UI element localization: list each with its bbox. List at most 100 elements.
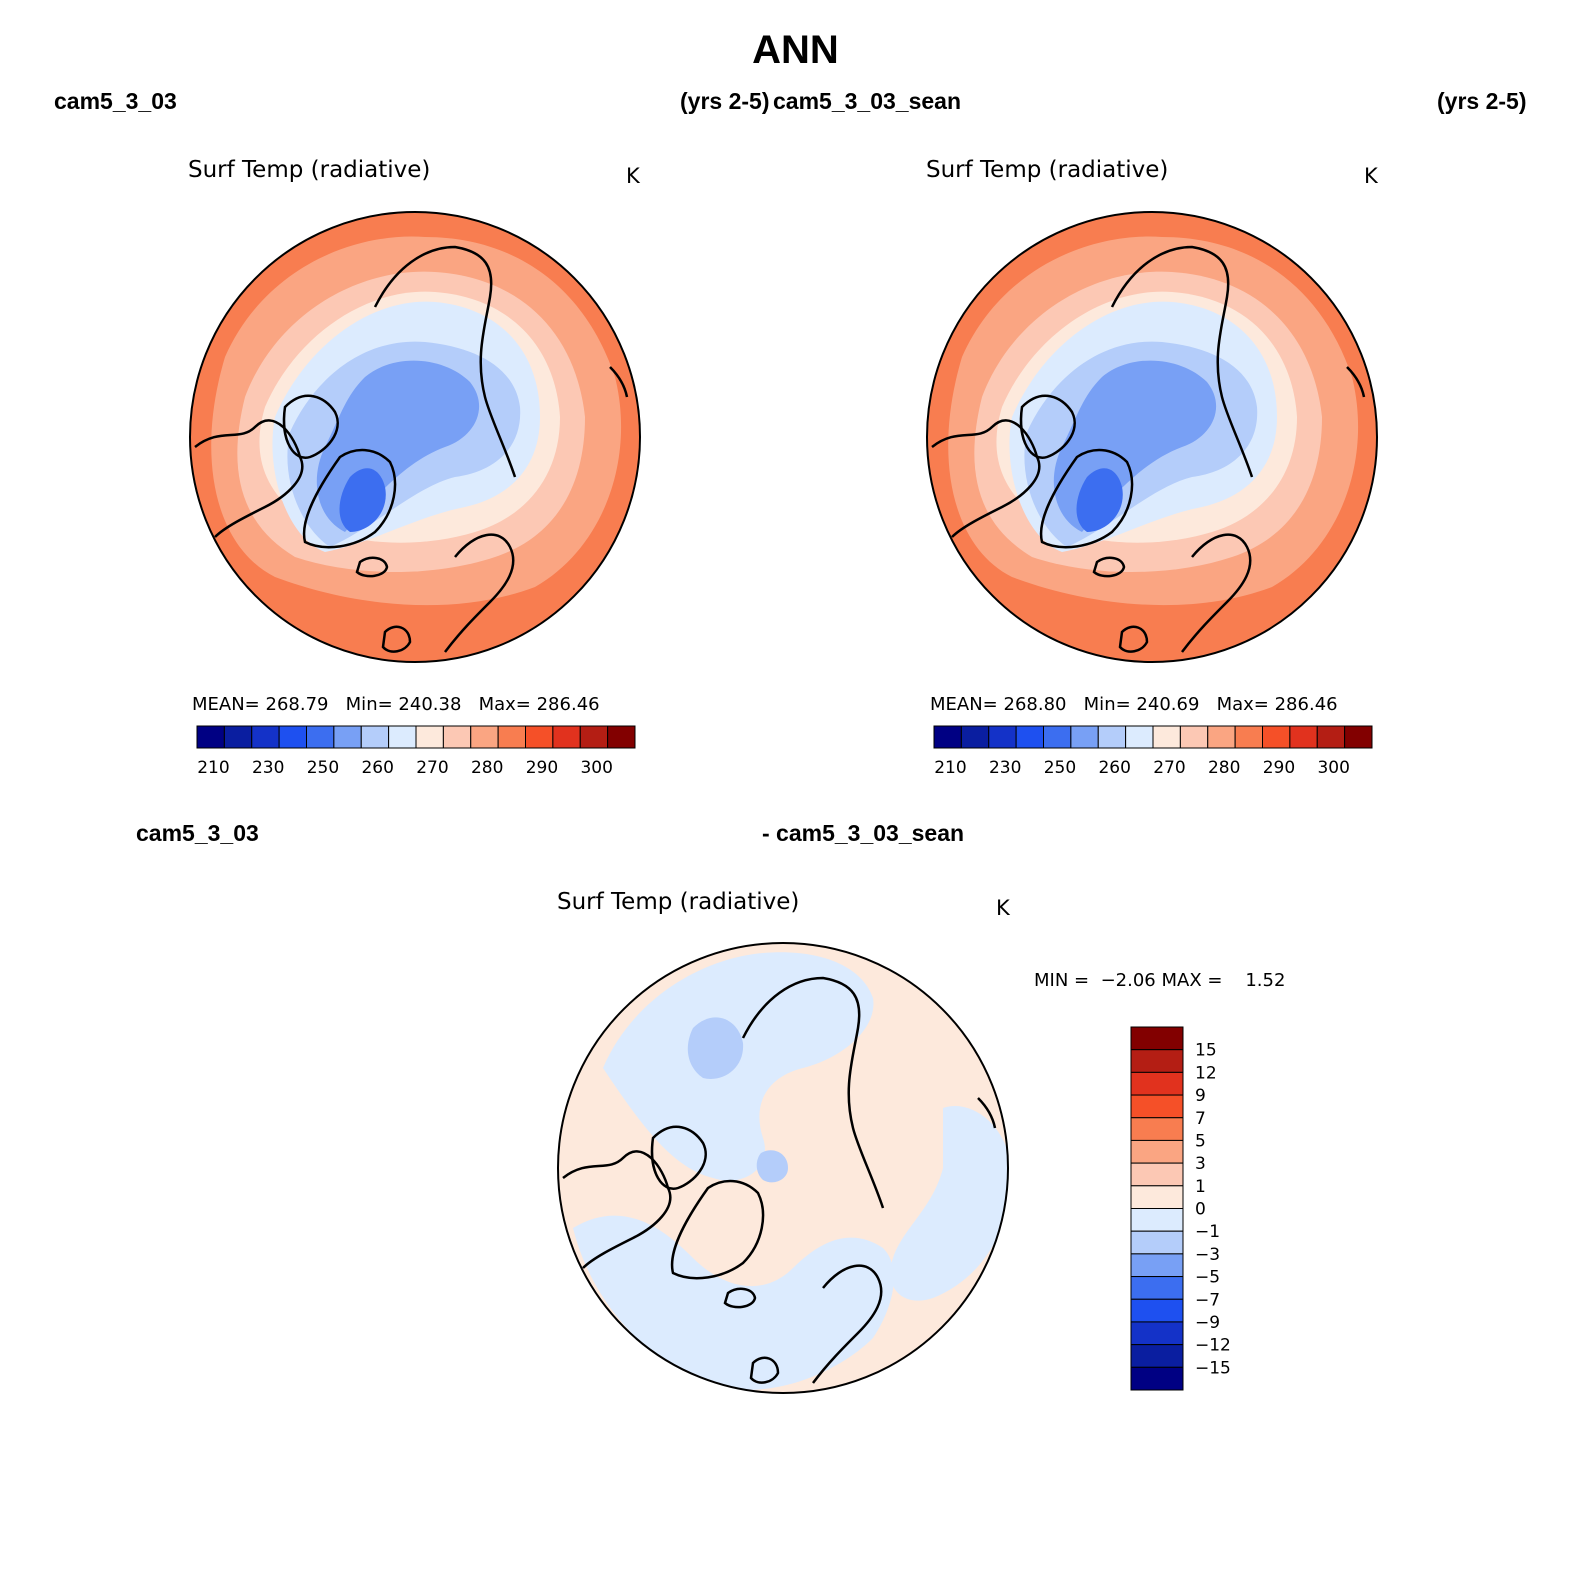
panel1-colorbar-swatch-13 bbox=[552, 725, 581, 749]
panel2-coast-siberia bbox=[1110, 245, 1254, 478]
panel2-colorbar-swatch-12 bbox=[1262, 725, 1291, 749]
panel3-coast-uk bbox=[749, 1356, 780, 1384]
panel1-colorbar-swatch-1 bbox=[223, 725, 253, 749]
page-title: ANN bbox=[752, 28, 839, 72]
top-right-case-label: cam5_3_03_sean bbox=[773, 88, 961, 114]
bottom-right-case-label: - cam5_3_03_sean bbox=[762, 820, 965, 846]
panel2-mean-value: 268.80 bbox=[1003, 694, 1067, 715]
panel2-colorbar-tick-label: 290 bbox=[1263, 758, 1295, 778]
panel3-min-value: −2.06 bbox=[1100, 970, 1156, 991]
panel1-max-label: Max= bbox=[478, 694, 531, 715]
panel3-band-neg1-north bbox=[603, 952, 874, 1181]
panel3-stats: MIN = −2.06 MAX = 1.52 bbox=[1034, 970, 1285, 991]
panel1-coast-siberia bbox=[373, 245, 517, 478]
panel1-units: K bbox=[626, 164, 640, 188]
panel3-colorbar-tick-label: 15 bbox=[1195, 1041, 1217, 1061]
panel3-colorbar-tick-label: 0 bbox=[1195, 1200, 1206, 1220]
panel2-colorbar-tick-label: 210 bbox=[934, 758, 966, 778]
panel3-colorbar-tick-label: 5 bbox=[1195, 1131, 1206, 1151]
panel1-colorbar-swatch-3 bbox=[278, 725, 307, 749]
panel3-colorbar-swatch-14 bbox=[1130, 1344, 1184, 1368]
panel1-colorbar-swatch-15 bbox=[607, 725, 636, 749]
panel3-colorbar-tick-label: −9 bbox=[1195, 1313, 1220, 1333]
panel2-colorbar-tick-label: 230 bbox=[989, 758, 1021, 778]
panel2-units: K bbox=[1364, 164, 1378, 188]
panel1-colorbar-swatch-6 bbox=[360, 725, 390, 749]
panel2-coast-kamchatka bbox=[1346, 366, 1366, 398]
panel3-coast-archipelago bbox=[650, 1125, 707, 1190]
panel1-colorbar-tick-label: 290 bbox=[526, 758, 558, 778]
panel2-colorbar-swatch-7 bbox=[1125, 725, 1154, 749]
panel3-colorbar-tick-label: −12 bbox=[1195, 1336, 1231, 1356]
panel2-colorbar-swatch-15 bbox=[1344, 725, 1373, 749]
panel1-map bbox=[190, 212, 640, 662]
panel3-colorbar-tick-label: 3 bbox=[1195, 1154, 1206, 1174]
panel1-coast-archipelago bbox=[282, 394, 339, 459]
panel1-colorbar-swatch-11 bbox=[497, 725, 526, 749]
panel3-colorbar-tick-label: −5 bbox=[1195, 1268, 1220, 1288]
panel2-min-label: Min= bbox=[1083, 694, 1131, 715]
top-left-case-label: cam5_3_03 bbox=[54, 88, 177, 114]
panel1-colorbar-tick-label: 280 bbox=[471, 758, 503, 778]
panel3-coast-scandinavia bbox=[812, 1264, 883, 1384]
panel1-title: Surf Temp (radiative) bbox=[188, 157, 431, 183]
panel2-stats: MEAN= 268.80 Min= 240.69 Max= 286.46 bbox=[930, 694, 1338, 715]
panel1-colorbar-tick-label: 270 bbox=[416, 758, 448, 778]
panel3-colorbar-swatch-0 bbox=[1130, 1026, 1184, 1051]
panel3-contours bbox=[558, 943, 1008, 1393]
panel1-colorbar-swatch-14 bbox=[579, 725, 609, 749]
panel2-colorbar-swatch-13 bbox=[1289, 725, 1318, 749]
panel2-colorbar-swatch-5 bbox=[1070, 725, 1099, 749]
panel3-title: Surf Temp (radiative) bbox=[557, 889, 800, 915]
panel2-max-value: 286.46 bbox=[1274, 694, 1338, 715]
bottom-left-case-label: cam5_3_03 bbox=[136, 820, 259, 846]
panel1-colorbar-swatch-2 bbox=[251, 725, 280, 749]
panel2-colorbar-swatch-4 bbox=[1043, 725, 1072, 749]
panel1-colorbar: 210 230 250 260 270 280 290 300 bbox=[196, 725, 636, 778]
panel3-min-label: MIN = bbox=[1034, 970, 1090, 991]
panel1-colorbar-tick-label: 250 bbox=[307, 758, 339, 778]
panel2-map-border bbox=[926, 211, 1378, 663]
panel2-coast-greenland bbox=[1039, 448, 1134, 549]
panel2-coastlines bbox=[931, 245, 1366, 653]
panel1-colorbar-tick-label: 300 bbox=[580, 758, 612, 778]
panel1-coast-uk bbox=[381, 625, 412, 653]
panel3-colorbar-swatch-8 bbox=[1130, 1208, 1184, 1232]
panel1-mean-label: MEAN= bbox=[192, 694, 260, 715]
panel2-colorbar-tick-label: 260 bbox=[1098, 758, 1130, 778]
panel1-colorbar-tick-label: 210 bbox=[197, 758, 229, 778]
panel1-max-value: 286.46 bbox=[536, 694, 600, 715]
panel2-colorbar-tick-label: 270 bbox=[1153, 758, 1185, 778]
panel1-coast-greenland bbox=[302, 448, 397, 549]
panel2-colorbar-swatch-11 bbox=[1234, 725, 1263, 749]
panel3-colorbar-swatch-10 bbox=[1130, 1253, 1184, 1278]
panel2-coast-archipelago bbox=[1019, 394, 1076, 459]
panel3-colorbar-tick-label: 9 bbox=[1195, 1086, 1206, 1106]
panel3-colorbar-tick-label: 12 bbox=[1195, 1063, 1217, 1083]
panel2-title: Surf Temp (radiative) bbox=[926, 157, 1169, 183]
panel3-colorbar-swatch-1 bbox=[1130, 1049, 1184, 1073]
panel1-colorbar-swatch-7 bbox=[388, 725, 417, 749]
panel1-coast-kamchatka bbox=[609, 366, 629, 398]
panel3-colorbar-swatch-7 bbox=[1130, 1185, 1184, 1209]
panel3-colorbar-swatch-4 bbox=[1130, 1117, 1184, 1141]
panel1-coast-scandinavia bbox=[444, 533, 515, 653]
panel1-coast-iceland bbox=[355, 556, 389, 578]
panel3-coastlines bbox=[562, 976, 997, 1384]
panel2-colorbar-swatch-10 bbox=[1207, 725, 1236, 749]
panel3-max-label: MAX = bbox=[1161, 970, 1223, 991]
panel1-colorbar-swatch-0 bbox=[196, 725, 225, 749]
panel3-colorbar-tick-label: −3 bbox=[1195, 1245, 1220, 1265]
panel2-colorbar-swatch-3 bbox=[1015, 725, 1044, 749]
panel3-colorbar-tick-label: 7 bbox=[1195, 1109, 1206, 1129]
panel3-units: K bbox=[996, 896, 1010, 920]
top-left-years-label: (yrs 2-5) bbox=[680, 88, 770, 114]
panel2-coast-uk bbox=[1118, 625, 1149, 653]
panel3-colorbar-tick-label: −1 bbox=[1195, 1222, 1220, 1242]
panel2-coast-iceland bbox=[1092, 556, 1126, 578]
panel3-colorbar-swatch-11 bbox=[1130, 1276, 1184, 1300]
panel2-colorbar: 210 230 250 260 270 280 290 300 bbox=[933, 725, 1373, 778]
panel1-coastlines bbox=[194, 245, 629, 653]
panel3-map-border bbox=[557, 942, 1009, 1394]
panel3-coast-iceland bbox=[723, 1287, 757, 1309]
